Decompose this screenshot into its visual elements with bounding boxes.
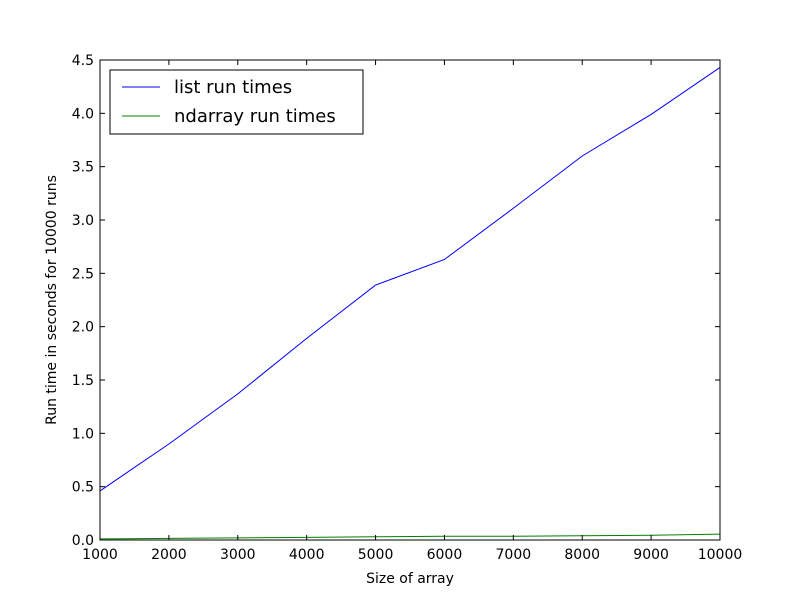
y-tick-label: 4.5 — [72, 53, 94, 69]
y-tick-label: 3.0 — [72, 213, 94, 229]
x-tick-label: 7000 — [496, 547, 532, 563]
series-line-1 — [99, 67, 721, 492]
y-tick-label: 1.5 — [72, 373, 94, 389]
legend: list run times ndarray run times — [109, 69, 364, 135]
y-tick-label: 1.0 — [72, 426, 94, 442]
x-tick-label: 6000 — [427, 547, 463, 563]
x-tick-label: 10000 — [698, 547, 743, 563]
x-tick-label: 9000 — [633, 547, 669, 563]
y-tick-label: 4.0 — [72, 106, 94, 122]
series-layer — [99, 67, 721, 540]
ticks-layer: 1000 2000 3000 4000 5000 6000 7000 8000 9000 1000… — [72, 53, 743, 563]
x-tick-label: 8000 — [564, 547, 600, 563]
x-tick-label: 3000 — [220, 547, 256, 563]
x-tick-label: 1000 — [82, 547, 118, 563]
series-line-2 — [99, 533, 721, 540]
y-tick-label: 0.5 — [72, 480, 94, 496]
x-tick-label: 4000 — [289, 547, 325, 563]
x-tick-label: 5000 — [358, 547, 394, 563]
y-axis-label: Run time in seconds for 10000 runs — [44, 175, 60, 425]
y-tick-label: 2.5 — [72, 266, 94, 282]
y-tick-label: 0.0 — [72, 533, 94, 549]
plot-frame — [99, 59, 721, 541]
x-tick-label: 2000 — [151, 547, 187, 563]
legend-label: list run times — [174, 77, 292, 98]
y-tick-label: 2.0 — [72, 320, 94, 336]
legend-box — [109, 69, 364, 135]
y-tick-label: 3.5 — [72, 160, 94, 176]
x-axis-label: Size of array — [366, 571, 454, 587]
legend-label: ndarray run times — [174, 106, 336, 127]
